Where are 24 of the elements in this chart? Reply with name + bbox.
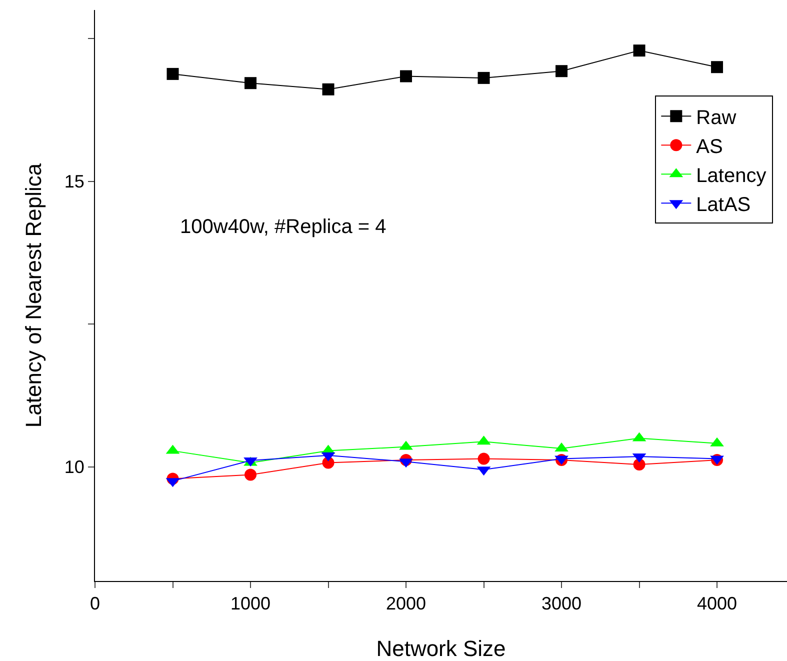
point bbox=[244, 77, 257, 90]
legend-label: LatAS bbox=[696, 194, 751, 216]
x-tick-label: 3000 bbox=[541, 594, 582, 614]
point bbox=[244, 468, 257, 481]
x-axis-title: Network Size bbox=[376, 636, 506, 661]
point bbox=[400, 70, 412, 82]
point bbox=[556, 65, 568, 78]
point bbox=[322, 83, 334, 96]
annotation: 100w40w, #Replica = 4 bbox=[180, 216, 386, 238]
y-axis-title: Latency of Nearest Replica bbox=[21, 162, 46, 428]
x-tick-label: 0 bbox=[90, 594, 100, 614]
y-tick-label: 15 bbox=[64, 172, 84, 192]
legend-label: Latency bbox=[696, 164, 766, 187]
x-tick-label: 1000 bbox=[230, 594, 271, 614]
point bbox=[478, 72, 490, 84]
point bbox=[478, 452, 490, 465]
x-tick-label: 4000 bbox=[696, 594, 738, 614]
legend-label: AS bbox=[696, 136, 723, 158]
point bbox=[166, 68, 179, 80]
x-tick-label: 2000 bbox=[386, 594, 426, 614]
legend-label: Raw bbox=[696, 106, 737, 129]
y-tick-label: 10 bbox=[64, 457, 84, 478]
point bbox=[633, 44, 646, 57]
point bbox=[711, 61, 724, 74]
